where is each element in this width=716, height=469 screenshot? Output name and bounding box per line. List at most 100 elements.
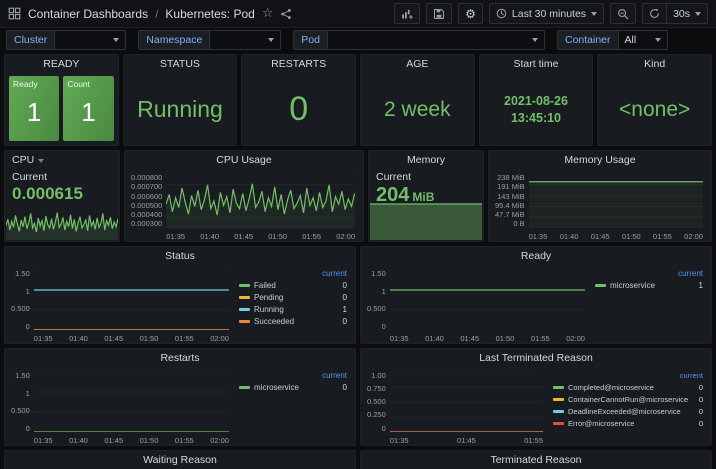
- refresh-interval-picker[interactable]: 30s: [667, 3, 708, 24]
- memory-current-label: Current: [376, 171, 412, 183]
- legend-series-value: 0: [342, 317, 347, 326]
- last-terminated-legend[interactable]: current Completed@microservice 0 ContainerC…: [551, 368, 711, 445]
- plot-area[interactable]: [166, 174, 355, 228]
- status-graph-panel: Status 1.50 1 0.500 0 01:35 01:40 01:45 01:50 0…: [4, 246, 356, 344]
- star-icon[interactable]: ☆: [261, 6, 274, 21]
- share-icon[interactable]: [280, 8, 292, 20]
- y-axis: 1.00 0.750 0.500 0.250 0: [367, 371, 386, 433]
- legend-series-label: Pending: [254, 293, 284, 302]
- legend-item[interactable]: Running 1: [239, 305, 347, 314]
- count-box-value: 1: [81, 96, 96, 127]
- cluster-filter: Cluster: [6, 30, 127, 50]
- add-panel-button[interactable]: [394, 3, 421, 24]
- namespace-label: Namespace: [138, 30, 210, 50]
- legend-item[interactable]: Error@microservice 0: [553, 419, 703, 428]
- x-axis: 01:35 01:40 01:45 01:50 01:55 02:00: [528, 231, 703, 241]
- panel-title[interactable]: AGE: [406, 58, 429, 70]
- panel-title[interactable]: Terminated Reason: [490, 454, 582, 466]
- status-legend[interactable]: current Failed 0 Pending 0 Running 1 Succeeded 0: [237, 266, 355, 343]
- x-axis: 01:35 01:40 01:45 01:50 01:55 02:00: [166, 231, 355, 241]
- cpu-usage-panel: CPU Usage 0.000800 0.000700 0.000600 0.0005…: [124, 150, 364, 242]
- time-range-picker[interactable]: Last 30 minutes: [488, 3, 605, 24]
- plot-area[interactable]: [34, 372, 229, 432]
- x-axis: 01:35 01:40 01:45 01:50 01:55 02:00: [33, 333, 229, 343]
- legend-item[interactable]: DeadlineExceeded@microservice 0: [553, 407, 703, 416]
- time-range-label: Last 30 minutes: [511, 7, 587, 20]
- cluster-select[interactable]: [54, 30, 127, 50]
- plot-area[interactable]: [34, 270, 229, 330]
- restarts-legend[interactable]: current microservice 0: [237, 368, 355, 445]
- container-value: All: [624, 34, 637, 46]
- legend-current-header: current: [679, 371, 703, 380]
- chevron-down-icon: [268, 38, 275, 42]
- dashboards-grid-icon[interactable]: [8, 7, 21, 20]
- legend-series-value: 1: [698, 281, 703, 290]
- y-axis: 238 MiB 191 MiB 143 MiB 95.4 MiB 47.7 MiB 0 B: [495, 173, 525, 229]
- memory-current-value: 204 MiB: [369, 183, 483, 207]
- restarts-row: Restarts 1.50 1 0.500 0 01:35 01:40 01:45 01:5…: [4, 348, 712, 446]
- legend-series-label: microservice: [254, 383, 299, 392]
- legend-item[interactable]: Completed@microservice 0: [553, 383, 703, 392]
- legend-item[interactable]: microservice 1: [595, 281, 703, 290]
- legend-item[interactable]: Pending 0: [239, 293, 347, 302]
- panel-title[interactable]: Memory: [407, 154, 445, 166]
- panel-title[interactable]: Status: [165, 250, 195, 262]
- graph-body: 1.50 1 0.500 0 01:35 01:40 01:45 01:50 01:55 02:…: [5, 266, 355, 343]
- panel-title[interactable]: CPU: [5, 151, 119, 170]
- panel-title[interactable]: Kind: [644, 58, 666, 70]
- panel-title[interactable]: Memory Usage: [564, 154, 636, 166]
- legend-series-label: Failed: [254, 281, 276, 290]
- stats-row: READY Ready 1 Count 1 STATUS Running RES…: [4, 54, 712, 146]
- legend-item[interactable]: Succeeded 0: [239, 317, 347, 326]
- breadcrumb-separator: /: [155, 6, 159, 21]
- x-axis: 01:35 01:40 01:45 01:50 01:55 02:00: [389, 333, 585, 343]
- resources-row: CPU Current 0.000615 CPU Usage 0.000800 0…: [4, 150, 712, 242]
- breadcrumb-folder[interactable]: Container Dashboards: [28, 6, 149, 21]
- plot-area[interactable]: [390, 372, 543, 432]
- legend-item[interactable]: microservice 0: [239, 383, 347, 392]
- panel-title[interactable]: CPU Usage: [216, 154, 272, 166]
- memory-stat-panel: Memory Current 204 MiB: [368, 150, 484, 242]
- panel-title[interactable]: RESTARTS: [271, 58, 327, 70]
- legend-series-value: 0: [342, 281, 347, 290]
- zoom-out-button[interactable]: [610, 3, 637, 24]
- refresh-button[interactable]: [642, 3, 668, 24]
- plot-area[interactable]: [390, 270, 585, 330]
- dashboard-settings-button[interactable]: ⚙: [458, 3, 483, 24]
- restarts-graph-panel: Restarts 1.50 1 0.500 0 01:35 01:40 01:45 01:5…: [4, 348, 356, 446]
- breadcrumb-dashboard[interactable]: Kubernetes: Pod: [165, 6, 255, 21]
- panel-title[interactable]: STATUS: [160, 58, 200, 70]
- legend-series-label: Error@microservice: [568, 419, 635, 428]
- save-dashboard-button[interactable]: [426, 3, 453, 24]
- cluster-label: Cluster: [6, 30, 55, 50]
- plot-area[interactable]: [528, 174, 703, 228]
- panel-title[interactable]: Last Terminated Reason: [479, 352, 593, 364]
- panel-title[interactable]: READY: [43, 58, 80, 70]
- container-select[interactable]: All: [617, 30, 668, 50]
- ready-legend[interactable]: current microservice 1: [593, 266, 711, 343]
- ready-box-label: Ready: [13, 79, 38, 89]
- pod-select[interactable]: [326, 30, 545, 50]
- ready-stat-panel: READY Ready 1 Count 1: [4, 54, 119, 146]
- y-axis: 0.000800 0.000700 0.000600 0.000500 0.000400…: [131, 173, 163, 229]
- legend-series-color: [239, 284, 250, 287]
- memory-value-unit: MiB: [412, 190, 435, 204]
- legend-series-label: microservice: [610, 281, 655, 290]
- panel-title[interactable]: Ready: [520, 250, 552, 262]
- restarts-chart: 1.50 1 0.500 0 01:35 01:40 01:45 01:50 01:55 02:…: [5, 368, 237, 445]
- legend-item[interactable]: Failed 0: [239, 281, 347, 290]
- age-value: 2 week: [384, 97, 451, 121]
- legend-series-label: ContainerCannotRun@microservice: [568, 395, 689, 404]
- panel-title[interactable]: Waiting Reason: [143, 454, 217, 466]
- start-time-stat-panel: Start time 2021-08-26 13:45:10: [478, 54, 594, 146]
- panel-title[interactable]: Restarts: [160, 352, 200, 364]
- panel-title[interactable]: Start time: [513, 58, 559, 70]
- legend-item[interactable]: ContainerCannotRun@microservice 0: [553, 395, 703, 404]
- kind-stat-panel: Kind <none>: [597, 54, 712, 146]
- legend-series-label: Completed@microservice: [568, 383, 654, 392]
- namespace-select[interactable]: [209, 30, 282, 50]
- sparkline-plot: [370, 198, 482, 240]
- topbar-actions: ⚙ Last 30 minutes 30s: [394, 3, 708, 24]
- last-terminated-panel: Last Terminated Reason 1.00 0.750 0.500 0.2…: [360, 348, 712, 446]
- top-navbar: Container Dashboards / Kubernetes: Pod ☆…: [0, 0, 716, 28]
